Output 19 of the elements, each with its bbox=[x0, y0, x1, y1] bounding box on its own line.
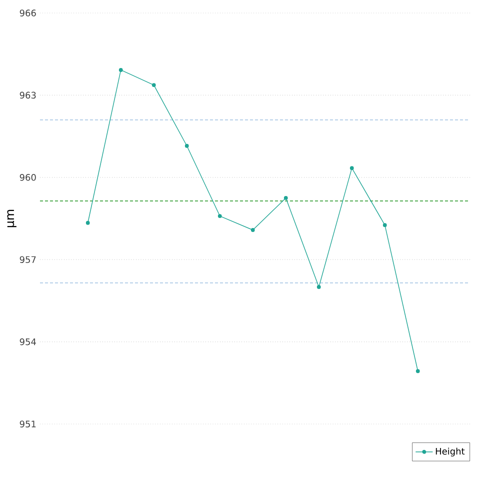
point bbox=[118, 68, 123, 72]
point bbox=[416, 369, 420, 374]
point bbox=[152, 83, 156, 88]
point bbox=[218, 214, 222, 218]
point bbox=[382, 223, 387, 228]
point bbox=[350, 166, 354, 170]
y-tick-label: 960 bbox=[20, 174, 36, 181]
y-tick-label: 963 bbox=[20, 92, 36, 99]
point bbox=[86, 220, 90, 225]
y-tick-label: 957 bbox=[20, 256, 36, 263]
legend-label: Height bbox=[436, 448, 465, 456]
point bbox=[250, 228, 255, 232]
y-tick-label: 954 bbox=[20, 338, 36, 346]
point bbox=[316, 285, 321, 289]
point bbox=[184, 144, 189, 148]
y-tick-label: 951 bbox=[20, 420, 36, 428]
point bbox=[284, 196, 288, 200]
y-axis-title: µm bbox=[7, 210, 16, 228]
y-tick-label: 966 bbox=[20, 10, 36, 16]
